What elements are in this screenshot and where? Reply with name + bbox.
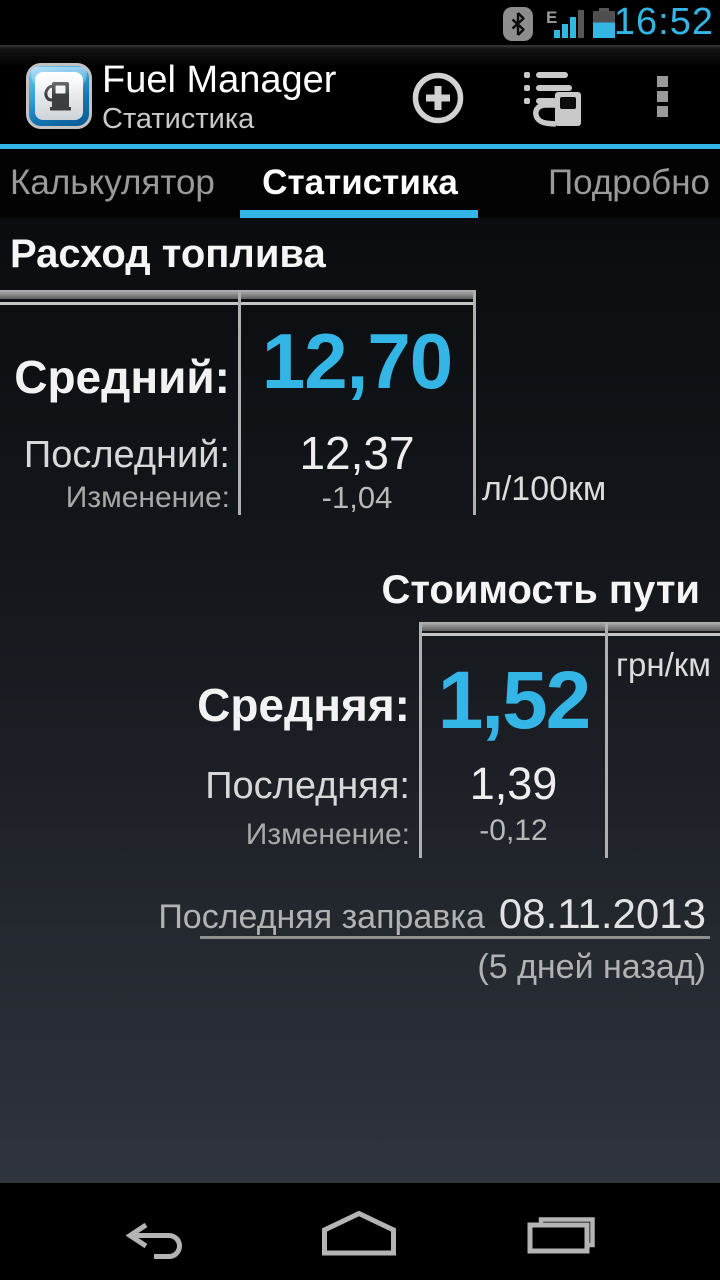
overflow-menu-button[interactable] [657,76,668,117]
refuel-list-button[interactable] [522,68,584,130]
tab-bar: Калькулятор Статистика Подробно [0,149,720,218]
fuel-average-label: Средний: [14,351,230,403]
back-button[interactable] [124,1222,190,1260]
fuel-last-value: 12,37 [299,427,415,479]
cost-change-value: -0,12 [479,814,548,847]
navigation-bar [0,1183,720,1280]
tab-statistics[interactable]: Статистика [262,163,458,202]
cost-unit-label: грн/км [616,646,711,683]
app-bar-accent-line [0,144,720,149]
fuel-change-label: Изменение: [65,481,230,514]
last-refuel-date: 08.11.2013 [498,890,706,937]
fuel-change-value: -1,04 [321,480,393,515]
active-tab-underline [240,210,478,218]
last-refuel-underline [200,936,710,939]
status-clock: 16:52 [613,1,714,43]
overflow-dot [657,91,668,102]
app-icon[interactable] [26,63,92,129]
signal-strength-icon: E [546,8,584,38]
cost-change-label: Изменение: [245,818,410,851]
tab-calculator[interactable]: Калькулятор [10,163,215,202]
cost-table-left-edge [419,622,422,858]
fuel-average-value: 12,70 [261,317,453,405]
fuel-pump-app-glyph [35,72,83,120]
cost-average-value: 1,52 [437,655,592,746]
add-record-button[interactable] [410,70,466,126]
cost-average-label: Средняя: [197,679,410,731]
fuel-table-right-edge [473,290,476,515]
fuel-last-label: Последний: [23,434,230,476]
home-button[interactable] [320,1210,398,1256]
overflow-dot [657,106,668,117]
bluetooth-icon [503,7,533,41]
overflow-dot [657,76,668,87]
fuel-table-divider [238,290,241,515]
battery-icon [593,8,615,38]
tab-details[interactable]: Подробно [547,163,710,202]
fuel-consumption-title: Расход топлива [10,232,326,276]
cost-table-top-bar [420,622,720,631]
statistics-content: Расход топлива Средний: 12,70 Последний:… [0,218,720,1183]
recent-apps-button[interactable] [526,1216,596,1254]
fuel-unit-label: л/100км [482,470,607,508]
cost-last-label: Последняя: [205,765,410,807]
app-title: Fuel Manager [102,59,337,101]
app-bar: Fuel Manager Статистика [0,45,720,144]
cost-table-top-line [420,633,720,636]
last-refuel-row: Последняя заправка 08.11.2013 [0,890,706,938]
last-refuel-ago: (5 дней назад) [477,948,706,986]
status-bar: E 16:52 [0,0,720,45]
cost-last-value: 1,39 [469,758,558,809]
network-type-label: E [546,8,558,27]
signal-bars [554,10,584,38]
last-refuel-label: Последняя заправка [158,898,485,936]
trip-cost-title: Стоимость пути [381,568,700,612]
app-subtitle: Статистика [102,103,255,135]
cost-table-divider [605,622,608,858]
